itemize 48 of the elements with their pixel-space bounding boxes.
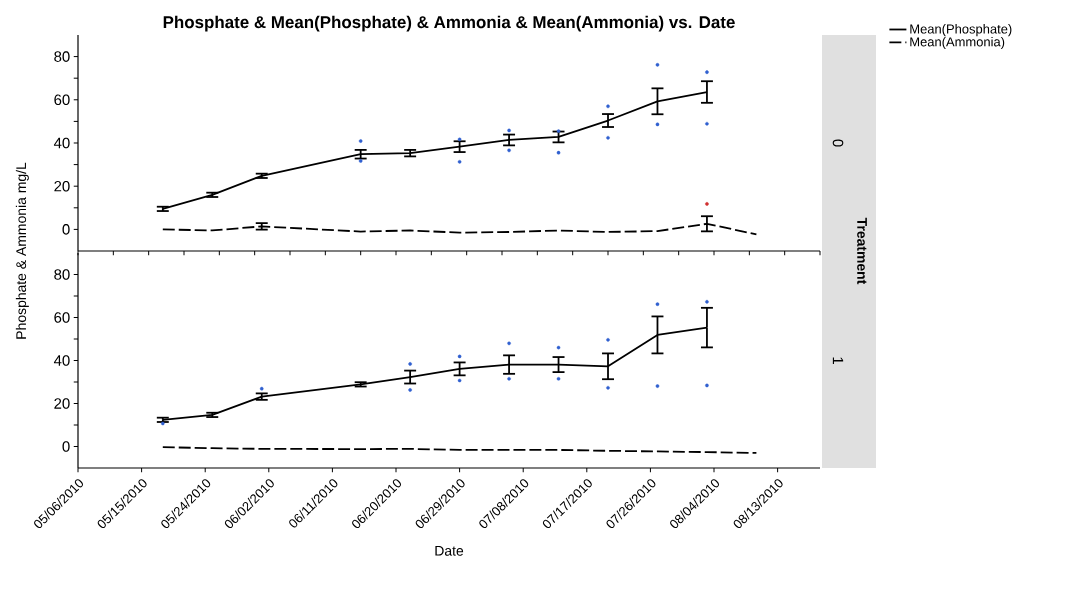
point xyxy=(358,159,363,163)
point xyxy=(457,378,462,383)
point xyxy=(705,202,709,206)
point xyxy=(655,384,660,388)
point xyxy=(705,300,709,304)
point xyxy=(408,362,412,366)
point xyxy=(556,345,561,350)
point xyxy=(457,354,462,359)
point xyxy=(705,121,709,126)
point xyxy=(556,376,561,381)
point xyxy=(507,376,511,381)
point xyxy=(408,388,412,392)
point xyxy=(507,128,511,133)
text: Treatment xyxy=(857,217,867,285)
point xyxy=(457,159,462,164)
point xyxy=(655,63,660,67)
point xyxy=(655,122,660,127)
point xyxy=(556,150,561,155)
chart-title: Phosphate & Mean(Phosphate) & Ammonia & Mean(Ammonia) vs. Date xyxy=(163,15,735,32)
y-tick-label: 60 xyxy=(54,312,70,323)
legend-label: Mean(Ammonia) xyxy=(910,36,1005,49)
x-axis-title: Date xyxy=(435,546,464,556)
point xyxy=(259,386,264,391)
y-tick-label: 40 xyxy=(53,137,70,149)
point xyxy=(358,139,363,143)
point xyxy=(705,70,709,74)
point xyxy=(606,136,610,140)
point xyxy=(606,386,610,390)
text: 1 xyxy=(832,357,844,364)
y-tick-label: 0 xyxy=(62,224,70,235)
point xyxy=(606,338,610,342)
y-tick-label: 80 xyxy=(54,269,70,280)
y-tick-label: 60 xyxy=(54,94,70,106)
text: 0 xyxy=(832,139,844,147)
point xyxy=(507,341,511,346)
point xyxy=(507,148,511,153)
point xyxy=(457,137,462,142)
y-tick-label: 40 xyxy=(53,355,70,366)
y-axis-title: Phosphate & Ammonia mg/L xyxy=(15,162,29,339)
legend-label: Mean(Phosphate) xyxy=(910,24,1012,37)
point xyxy=(606,104,610,109)
point xyxy=(655,302,660,306)
y-tick-label: 0 xyxy=(62,441,70,452)
point xyxy=(705,383,709,388)
y-tick-label: 80 xyxy=(54,51,70,62)
y-tick-label: 20 xyxy=(54,180,70,192)
y-tick-label: 20 xyxy=(54,398,70,409)
point xyxy=(556,129,561,133)
